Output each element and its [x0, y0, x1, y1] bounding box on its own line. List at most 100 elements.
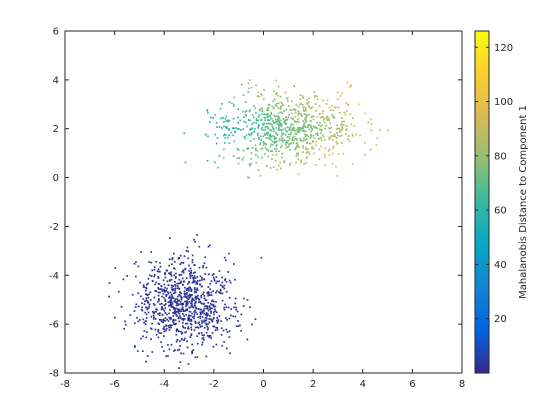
scatter-point — [255, 119, 258, 122]
scatter-point — [304, 109, 307, 112]
scatter-point — [133, 262, 136, 265]
scatter-point — [188, 314, 190, 317]
scatter-point — [311, 128, 314, 131]
y-tick-label: -4 — [49, 271, 59, 282]
scatter-point — [204, 273, 207, 275]
scatter-point — [144, 289, 147, 292]
scatter-point — [328, 136, 330, 139]
scatter-point — [299, 103, 301, 106]
scatter-point — [141, 350, 144, 353]
scatter-point — [337, 153, 340, 156]
scatter-point — [268, 119, 271, 122]
scatter-point — [211, 274, 214, 277]
scatter-point — [277, 102, 280, 105]
scatter-point — [140, 308, 143, 311]
scatter-point — [223, 308, 226, 311]
scatter-point — [340, 129, 343, 131]
scatter-point — [174, 291, 177, 294]
scatter-point — [268, 122, 270, 125]
scatter-point — [299, 94, 302, 96]
scatter-point — [240, 313, 243, 316]
scatter-point — [300, 102, 303, 105]
scatter-point — [318, 105, 321, 108]
scatter-point — [336, 175, 339, 177]
scatter-point — [184, 322, 187, 325]
scatter-point — [169, 291, 172, 294]
scatter-point — [302, 145, 304, 147]
scatter-point — [201, 334, 204, 336]
scatter-point — [208, 336, 210, 338]
scatter-point — [297, 105, 300, 108]
scatter-point — [223, 287, 226, 290]
scatter-point — [178, 274, 181, 276]
scatter-point — [184, 161, 187, 164]
scatter-point — [296, 120, 299, 123]
scatter-point — [212, 273, 215, 275]
scatter-point — [208, 273, 210, 276]
scatter-point — [376, 137, 379, 140]
scatter-point — [185, 249, 188, 252]
scatter-point — [310, 116, 313, 119]
scatter-point — [157, 330, 159, 333]
scatter-point — [257, 127, 259, 129]
scatter-point — [139, 281, 142, 284]
scatter-point — [298, 127, 301, 130]
scatter-point — [258, 137, 260, 139]
scatter-point — [191, 343, 193, 346]
scatter-point — [276, 102, 278, 105]
scatter-point — [171, 303, 174, 305]
scatter-point — [191, 259, 194, 261]
scatter-point — [162, 319, 165, 322]
scatter-point — [145, 313, 148, 316]
scatter-point — [263, 113, 266, 116]
scatter-point — [164, 273, 167, 276]
scatter-point — [250, 86, 253, 89]
scatter-point — [204, 305, 207, 307]
scatter-point — [203, 308, 205, 310]
scatter-point — [265, 165, 268, 167]
scatter-point — [159, 303, 161, 305]
scatter-point — [330, 126, 333, 129]
scatter-point — [342, 152, 345, 155]
scatter-point — [288, 138, 291, 140]
scatter-point — [144, 320, 147, 323]
scatter-point — [171, 263, 173, 266]
scatter-point — [158, 270, 160, 273]
scatter-point — [290, 142, 293, 145]
scatter-point — [142, 284, 145, 286]
scatter-point — [334, 135, 337, 138]
scatter-point — [236, 128, 239, 130]
scatter-point — [263, 142, 265, 145]
scatter-point — [158, 288, 160, 290]
scatter-point — [302, 125, 305, 128]
scatter-point — [270, 150, 272, 152]
scatter-point — [201, 279, 203, 281]
scatter-point — [289, 125, 292, 128]
scatter-point — [151, 351, 154, 353]
scatter-point — [262, 129, 265, 131]
scatter-point — [234, 278, 236, 281]
scatter-point — [294, 137, 297, 140]
scatter-point — [198, 298, 201, 301]
scatter-point — [226, 119, 229, 122]
scatter-point — [140, 295, 142, 298]
scatter-point — [193, 302, 196, 305]
scatter-point — [249, 306, 251, 309]
scatter-point — [164, 307, 167, 309]
scatter-point — [353, 125, 356, 127]
scatter-point — [187, 294, 190, 297]
scatter-point — [157, 286, 160, 289]
scatter-point — [169, 309, 171, 311]
scatter-point — [247, 82, 250, 85]
scatter-point — [220, 117, 222, 120]
scatter-point — [239, 119, 242, 122]
scatter-point — [283, 139, 286, 141]
scatter-point — [170, 278, 173, 281]
scatter-point — [262, 123, 265, 125]
scatter-point — [220, 334, 223, 336]
scatter-point — [272, 127, 275, 130]
scatter-point — [186, 301, 189, 303]
scatter-point — [189, 271, 192, 274]
scatter-point — [279, 122, 282, 125]
scatter-point — [344, 133, 347, 135]
